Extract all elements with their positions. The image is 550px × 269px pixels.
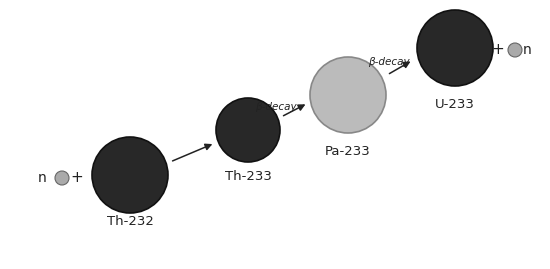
Text: Th-233: Th-233 [224,170,272,183]
Text: Pa-233: Pa-233 [325,145,371,158]
Text: U-233: U-233 [435,98,475,111]
Circle shape [310,57,386,133]
Circle shape [92,137,168,213]
Text: +: + [70,171,84,186]
Circle shape [55,171,69,185]
Text: n: n [37,171,46,185]
Circle shape [216,98,280,162]
Text: β-decay: β-decay [255,102,296,112]
Text: β-decay: β-decay [368,57,410,67]
Text: +: + [492,43,504,58]
Text: n: n [522,43,531,57]
Circle shape [417,10,493,86]
Circle shape [508,43,522,57]
Text: Th-232: Th-232 [107,215,153,228]
